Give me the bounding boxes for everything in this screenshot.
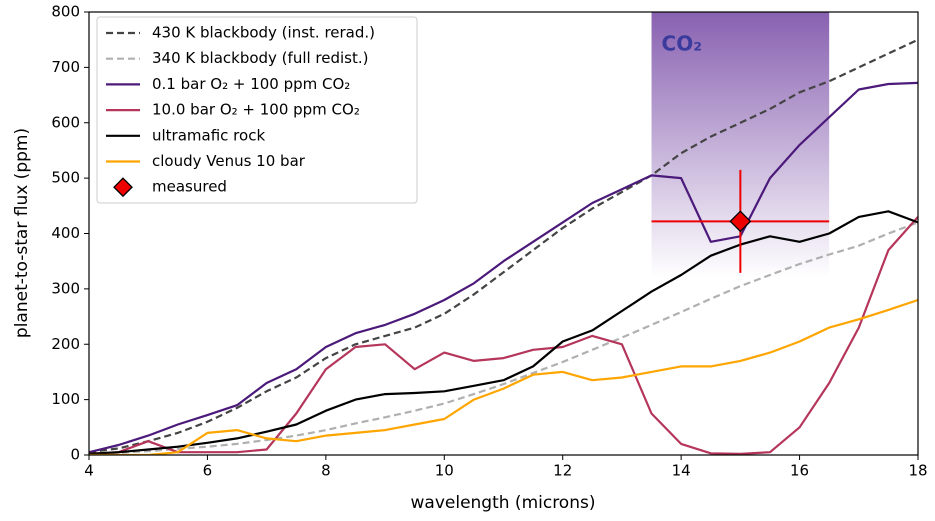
- series-line: [89, 221, 918, 455]
- y-tick-label: 800: [51, 3, 80, 21]
- x-tick-label: 4: [84, 462, 94, 480]
- plot-frame: [88, 11, 919, 456]
- x-axis-title: wavelength (microns): [411, 493, 596, 513]
- x-tick-label: 18: [908, 462, 927, 480]
- legend-label: measured: [152, 178, 227, 196]
- y-tick-label: 200: [51, 335, 80, 353]
- x-tick-label: 10: [435, 462, 454, 480]
- y-tick-label: 100: [51, 390, 80, 408]
- legend-label: 340 K blackbody (full redist.): [152, 49, 369, 67]
- x-tick-label: 12: [553, 462, 572, 480]
- x-tick-label: 16: [790, 462, 809, 480]
- x-tick-label: 6: [203, 462, 213, 480]
- y-tick-label: 300: [51, 279, 80, 297]
- y-tick-label: 600: [51, 113, 80, 131]
- x-tick-label: 8: [321, 462, 331, 480]
- series-line: [89, 38, 918, 454]
- series-line: [89, 210, 918, 455]
- series-line: [89, 216, 918, 455]
- legend-label: 10.0 bar O₂ + 100 ppm CO₂: [152, 101, 360, 119]
- legend-label: cloudy Venus 10 bar: [152, 152, 306, 170]
- series-line: [89, 298, 918, 455]
- y-tick-label: 400: [51, 224, 80, 242]
- legend-label: 0.1 bar O₂ + 100 ppm CO₂: [152, 75, 350, 93]
- series-line: [89, 81, 918, 454]
- measured-point: [729, 210, 752, 233]
- legend-swatch: [113, 177, 133, 198]
- y-tick-label: 0: [70, 446, 80, 464]
- band-label: CO₂: [662, 32, 702, 56]
- y-tick-label: 700: [51, 58, 80, 76]
- y-tick-label: 500: [51, 169, 80, 187]
- legend-label: ultramafic rock: [152, 126, 265, 144]
- x-tick-label: 14: [672, 462, 691, 480]
- legend-box: [96, 16, 418, 204]
- legend-label: 430 K blackbody (inst. rerad.): [152, 24, 375, 42]
- y-axis-title: planet-to-star flux (ppm): [12, 128, 32, 338]
